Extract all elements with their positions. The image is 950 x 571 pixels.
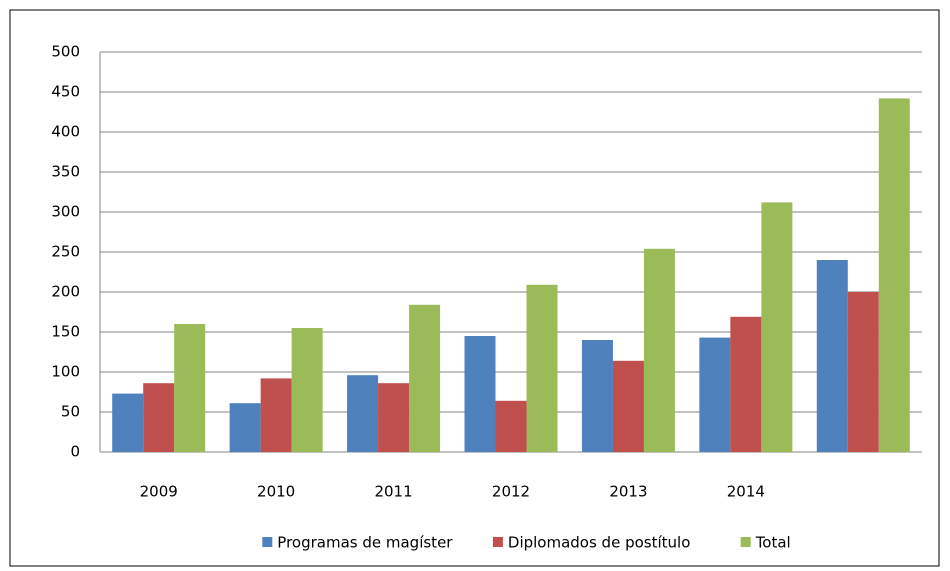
y-tick-label: 350 — [51, 163, 80, 181]
legend-swatch — [262, 537, 273, 547]
bar — [761, 202, 793, 452]
y-tick-label: 0 — [70, 443, 80, 461]
bar — [143, 383, 175, 452]
bar — [291, 328, 323, 452]
x-tick-label: 2012 — [492, 483, 530, 501]
x-tick-label: 2011 — [374, 483, 412, 501]
y-tick-label: 250 — [51, 243, 80, 261]
bar — [260, 378, 292, 452]
y-tick-label: 300 — [51, 203, 80, 221]
bar — [174, 324, 206, 452]
bar — [112, 393, 144, 452]
bar — [581, 340, 613, 452]
y-tick-label: 200 — [51, 283, 80, 301]
legend-label: Programas de magíster — [277, 534, 453, 552]
bar — [526, 284, 558, 452]
bar — [464, 336, 496, 452]
bar — [847, 292, 879, 452]
y-tick-label: 400 — [51, 123, 80, 141]
y-tick-label: 450 — [51, 83, 80, 101]
bar — [409, 304, 441, 452]
bar — [378, 383, 410, 452]
x-tick-label: 2010 — [257, 483, 295, 501]
x-tick-label: 2013 — [609, 483, 647, 501]
bar — [643, 248, 675, 452]
y-tick-label: 150 — [51, 323, 80, 341]
bar — [612, 360, 644, 452]
legend-label: Diplomados de postítulo — [508, 534, 690, 552]
bar — [816, 260, 848, 452]
x-tick-label: 2014 — [727, 483, 765, 501]
bar — [347, 375, 379, 452]
bar — [495, 400, 527, 452]
legend-swatch — [740, 537, 751, 547]
y-tick-label: 100 — [51, 363, 80, 381]
bar — [730, 316, 762, 452]
bar — [699, 337, 731, 452]
y-tick-label: 50 — [61, 403, 80, 421]
legend-swatch — [492, 537, 503, 547]
legend-label: Total — [755, 534, 791, 552]
bar — [229, 403, 261, 452]
y-tick-label: 500 — [51, 43, 80, 61]
x-tick-label: 2009 — [140, 483, 178, 501]
bar — [878, 98, 910, 453]
